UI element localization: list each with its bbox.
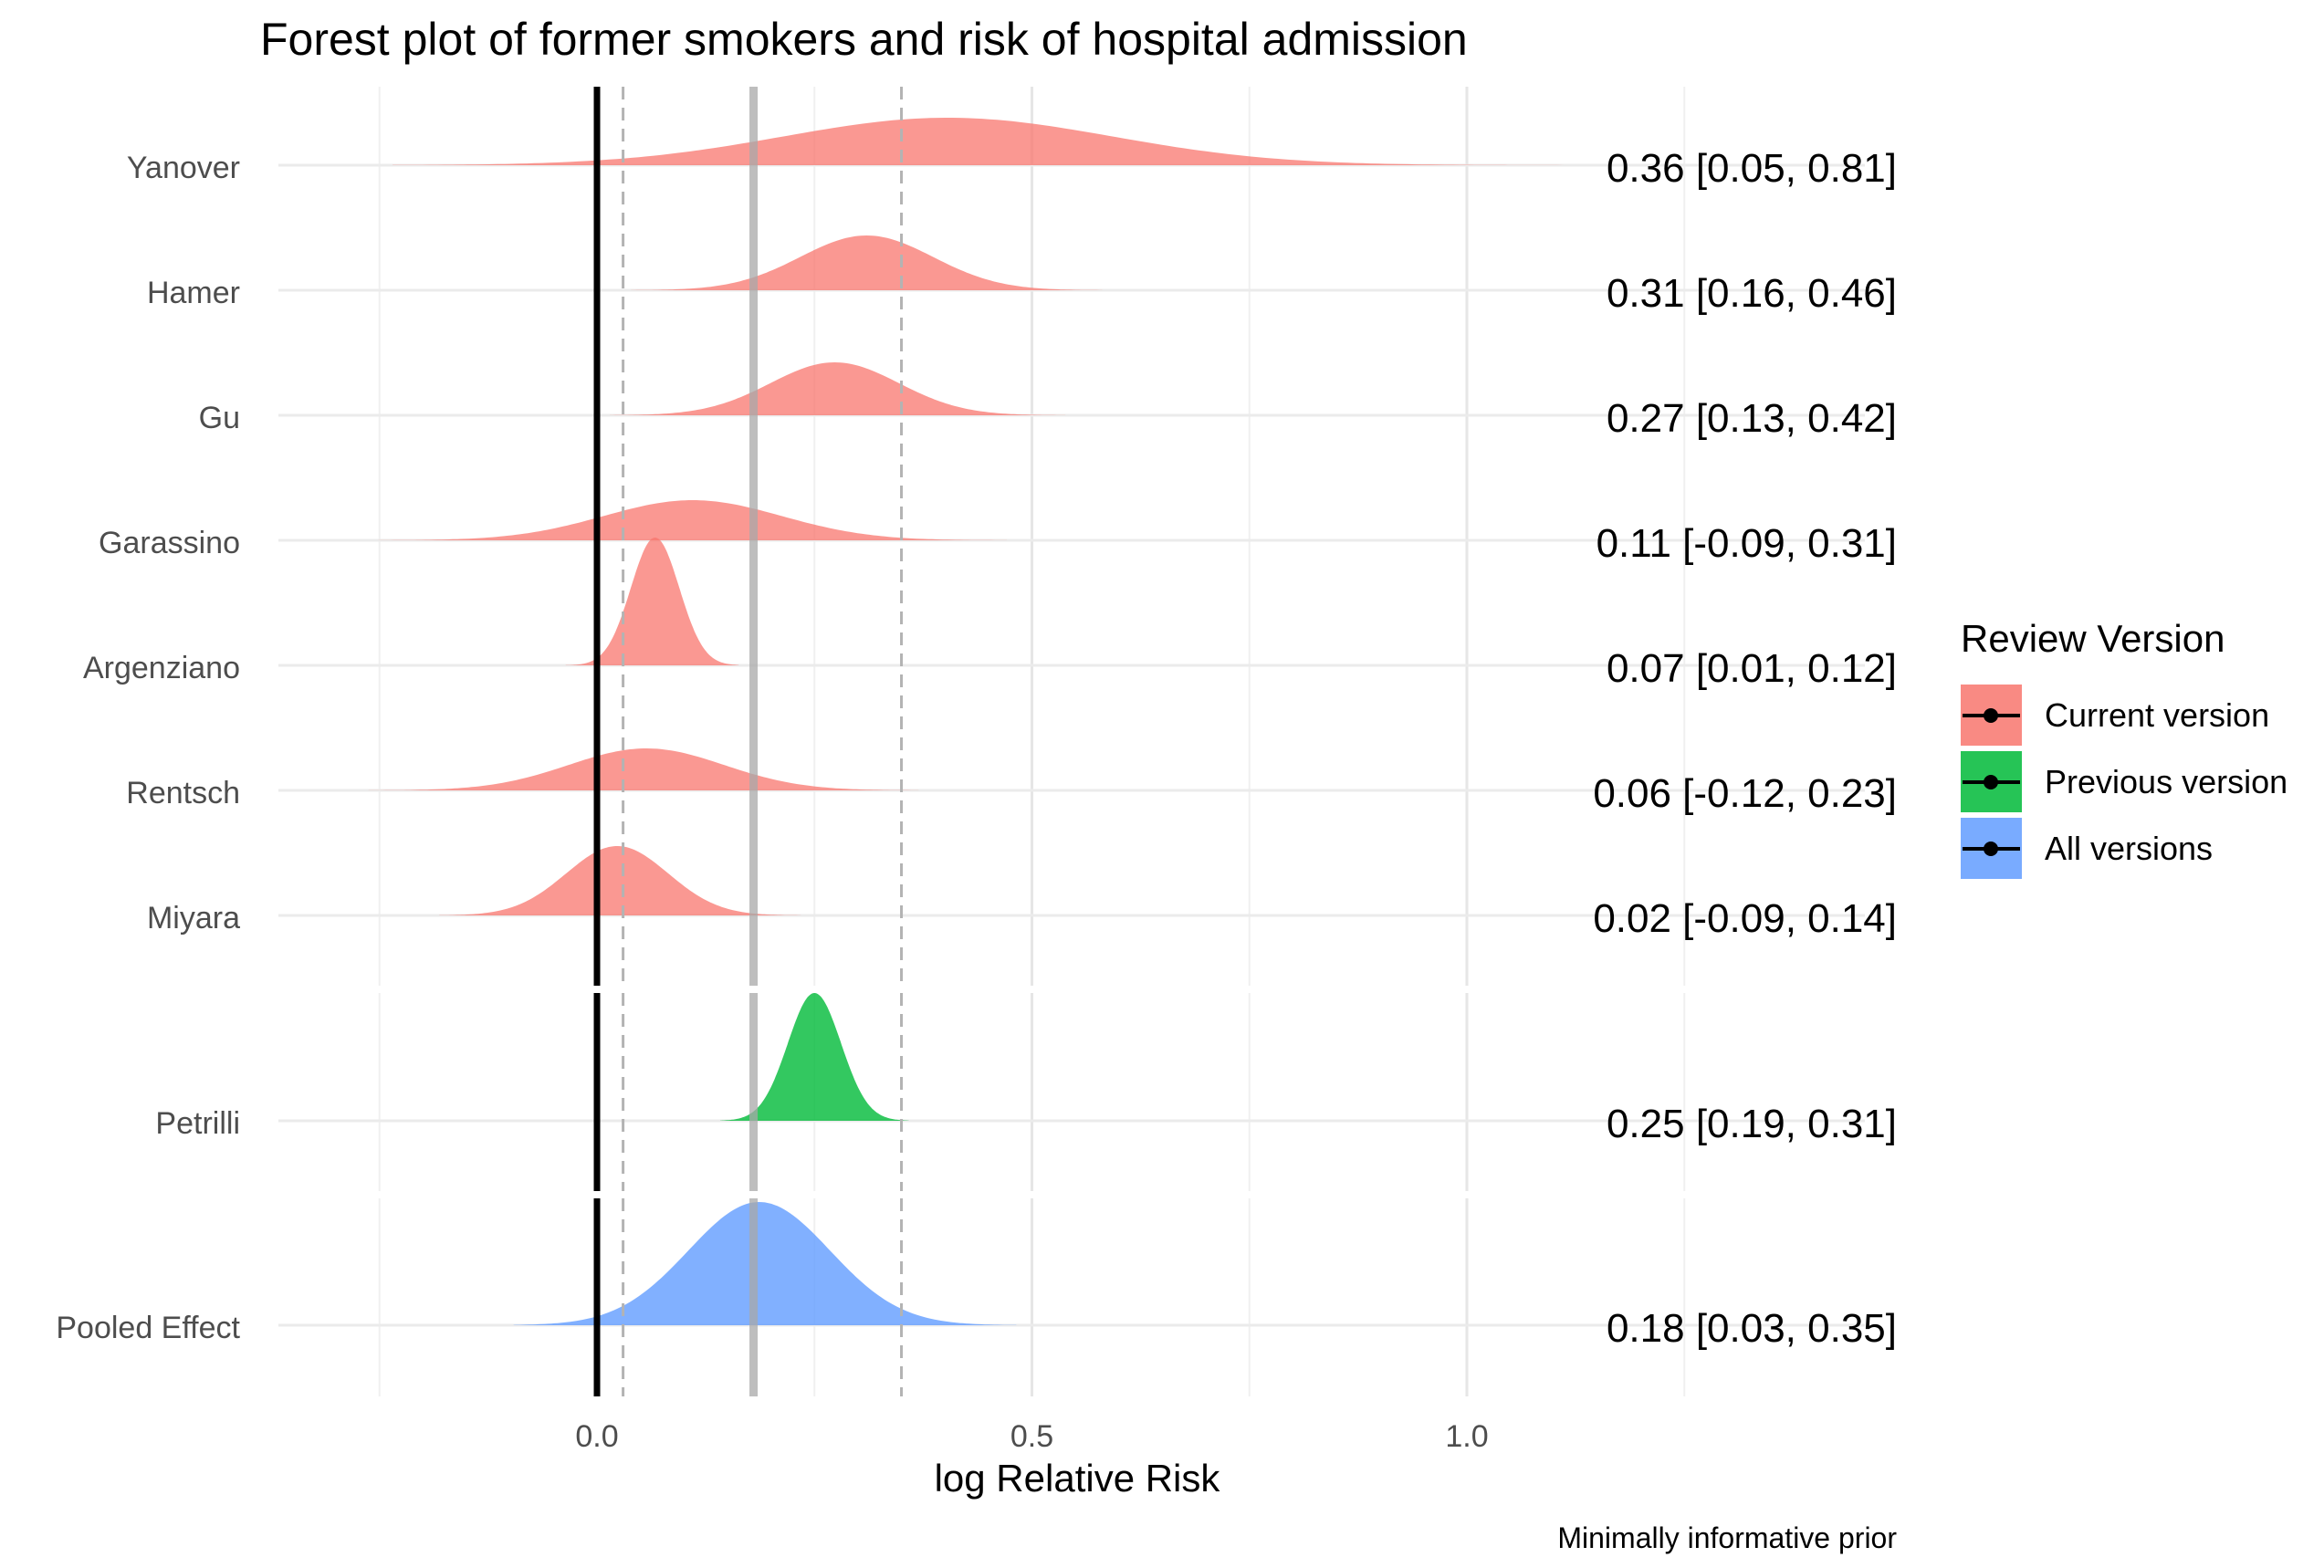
estimate-label: 0.06 [-0.12, 0.23] bbox=[1593, 771, 1897, 816]
chart-title: Forest plot of former smokers and risk o… bbox=[260, 14, 1468, 65]
x-tick-labels: 0.0 0.5 1.0 bbox=[575, 1419, 1488, 1454]
legend-key-point bbox=[1984, 775, 1998, 789]
legend-label: All versions bbox=[2045, 830, 2213, 867]
legend-label: Current version bbox=[2045, 696, 2269, 734]
x-tick-label: 0.0 bbox=[575, 1419, 618, 1454]
density-ridges bbox=[368, 118, 1587, 1325]
study-label: Yanover bbox=[127, 151, 240, 185]
density-argenziano bbox=[565, 538, 739, 665]
density-gu bbox=[610, 362, 1066, 415]
chart-caption: Minimally informative prior bbox=[1557, 1521, 1897, 1554]
estimate-label: 0.02 [-0.09, 0.14] bbox=[1593, 896, 1897, 941]
legend-key-point bbox=[1984, 708, 1998, 723]
density-yanover bbox=[393, 118, 1587, 165]
study-label: Argenziano bbox=[83, 651, 240, 685]
study-label: Rentsch bbox=[126, 776, 240, 810]
estimate-label: 0.36 [0.05, 0.81] bbox=[1607, 146, 1897, 191]
estimate-label: 0.27 [0.13, 0.42] bbox=[1607, 396, 1897, 441]
density-petrilli bbox=[720, 993, 909, 1121]
legend-key-point bbox=[1984, 841, 1998, 856]
study-label: Petrilli bbox=[155, 1106, 240, 1141]
study-labels: Yanover Hamer Gu Garassino Argenziano Rentsch… bbox=[56, 151, 240, 1345]
legend: Review Version Current version Previous v… bbox=[1961, 617, 2287, 879]
legend-item: Previous version bbox=[1961, 751, 2287, 812]
legend-title: Review Version bbox=[1961, 617, 2225, 660]
study-label: Miyara bbox=[147, 901, 240, 936]
study-label: Gu bbox=[199, 401, 240, 435]
density-pooled-effect bbox=[513, 1202, 1017, 1325]
density-miyara bbox=[439, 846, 801, 915]
estimate-labels: 0.36 [0.05, 0.81] 0.31 [0.16, 0.46] 0.27 [… bbox=[1593, 146, 1897, 1351]
estimate-label: 0.07 [0.01, 0.12] bbox=[1607, 646, 1897, 691]
legend-label: Previous version bbox=[2045, 763, 2287, 800]
study-label: Pooled Effect bbox=[56, 1311, 240, 1345]
density-garassino bbox=[378, 500, 1008, 540]
estimate-label: 0.11 [-0.09, 0.31] bbox=[1596, 521, 1897, 566]
legend-item: All versions bbox=[1961, 818, 2213, 879]
legend-item: Current version bbox=[1961, 685, 2269, 746]
estimate-label: 0.25 [0.19, 0.31] bbox=[1607, 1102, 1897, 1146]
x-tick-label: 1.0 bbox=[1445, 1419, 1488, 1454]
x-tick-label: 0.5 bbox=[1010, 1419, 1053, 1454]
study-label: Hamer bbox=[147, 276, 240, 310]
study-label: Garassino bbox=[99, 526, 240, 560]
estimate-label: 0.18 [0.03, 0.35] bbox=[1607, 1306, 1897, 1351]
x-axis-label: log Relative Risk bbox=[935, 1457, 1221, 1500]
density-rentsch bbox=[368, 748, 919, 790]
density-hamer bbox=[631, 235, 1103, 290]
reference-lines bbox=[593, 87, 904, 1396]
estimate-label: 0.31 [0.16, 0.46] bbox=[1607, 271, 1897, 316]
